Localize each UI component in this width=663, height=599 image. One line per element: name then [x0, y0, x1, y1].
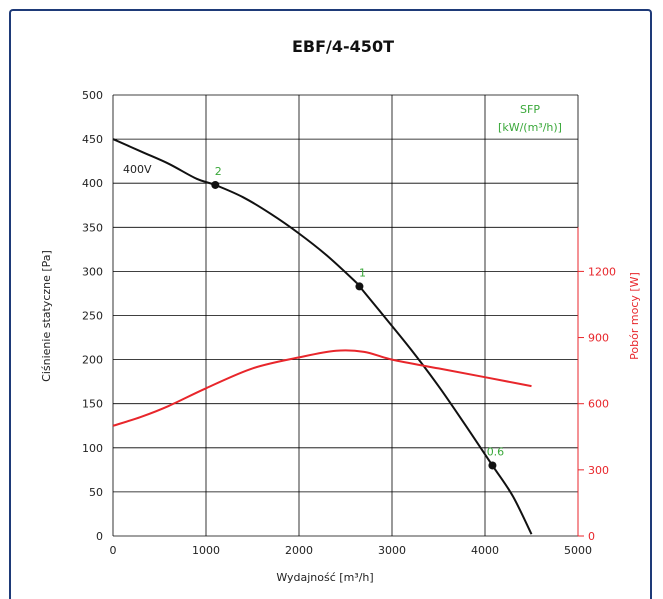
y-tick-label-6: 300 [82, 265, 103, 278]
x-tick-label-3: 3000 [378, 544, 406, 557]
chart-frame [9, 9, 652, 599]
series-line-0 [112, 138, 533, 535]
y-tick-label-10: 500 [82, 89, 103, 102]
x-axis-label: Wydajność [m³/h] [276, 571, 373, 584]
x-tick-label-5: 5000 [564, 544, 592, 557]
sfp-point-label-2: 0.6 [487, 445, 505, 458]
y-tick-label-9: 450 [82, 133, 103, 146]
y-tick-label-4: 200 [82, 354, 103, 367]
y2-ticks: 0 300 600 900 1200 [577, 227, 616, 543]
x-tick-label-2: 2000 [285, 544, 313, 557]
x-tick-label-1: 1000 [192, 544, 220, 557]
y2-tick-label-2: 600 [588, 398, 609, 411]
y-tick-label-8: 400 [82, 177, 103, 190]
sfp-point-label-0: 2 [215, 165, 222, 178]
y-tick-label-0: 0 [96, 530, 103, 543]
sfp-points: 210.6 [211, 165, 505, 470]
sfp-point-0 [211, 180, 220, 189]
y-ticks: 0 50 100 150 200 250 300 350 400 450 500 [82, 89, 103, 543]
series-line-1 [112, 349, 532, 427]
y2-axis-label: Pobór mocy [W] [628, 272, 641, 360]
y-tick-label-3: 150 [82, 398, 103, 411]
y-tick-label-5: 250 [82, 310, 103, 323]
curve-label: 400V [123, 163, 152, 176]
y-tick-label-1: 50 [89, 486, 103, 499]
grid [112, 94, 579, 537]
sfp-point-label-1: 1 [359, 266, 366, 279]
sfp-header-line2: [kW/(m³/h)] [498, 121, 562, 134]
y2-tick-label-3: 900 [588, 332, 609, 345]
x-tick-label-4: 4000 [471, 544, 499, 557]
sfp-point-2 [488, 461, 497, 470]
y2-tick-label-4: 1200 [588, 265, 616, 278]
sfp-point-1 [355, 282, 364, 291]
y-tick-label-7: 350 [82, 221, 103, 234]
y-tick-label-2: 100 [82, 442, 103, 455]
chart-title: EBF/4-450T [292, 37, 394, 56]
y-axis-label: Ciśnienie statyczne [Pa] [40, 250, 53, 382]
x-ticks: 0 1000 2000 3000 4000 5000 [110, 544, 593, 557]
series-group [112, 138, 533, 535]
y2-tick-label-1: 300 [588, 464, 609, 477]
y2-tick-label-0: 0 [588, 530, 595, 543]
x-tick-label-0: 0 [110, 544, 117, 557]
sfp-header-line1: SFP [520, 103, 540, 116]
